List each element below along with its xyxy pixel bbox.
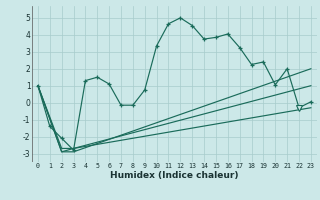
X-axis label: Humidex (Indice chaleur): Humidex (Indice chaleur): [110, 171, 239, 180]
